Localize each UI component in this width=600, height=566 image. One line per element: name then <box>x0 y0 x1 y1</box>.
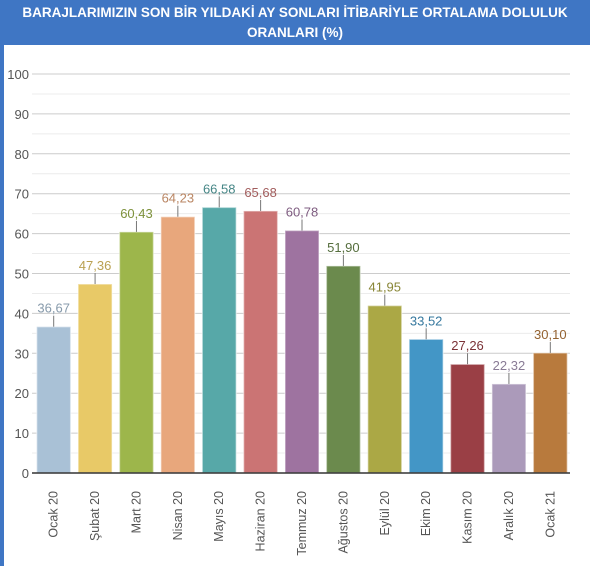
left-border <box>0 45 4 566</box>
x-tick-label: Ocak 20 <box>47 491 61 538</box>
x-tick-label: Aralık 20 <box>502 491 516 540</box>
x-tick-label: Nisan 20 <box>171 491 185 540</box>
y-tick-label: 70 <box>15 187 29 202</box>
value-label: 22,32 <box>493 358 526 373</box>
y-tick-label: 0 <box>22 466 29 481</box>
bar <box>242 210 279 474</box>
bar <box>532 352 569 474</box>
value-label: 64,23 <box>162 191 195 206</box>
value-label: 30,10 <box>534 327 567 342</box>
bar <box>284 229 320 474</box>
x-tick-label: Temmuz 20 <box>295 491 309 556</box>
bar <box>408 338 444 474</box>
y-tick-label: 100 <box>7 67 29 82</box>
value-label: 60,43 <box>120 206 153 221</box>
bar <box>35 325 72 474</box>
y-tick-label: 30 <box>15 346 29 361</box>
y-tick-label: 50 <box>15 267 29 282</box>
y-tick-label: 80 <box>15 147 29 162</box>
bar <box>449 363 486 474</box>
value-label: 41,95 <box>368 280 401 295</box>
x-tick-label: Kasım 20 <box>461 491 475 544</box>
value-label: 47,36 <box>79 258 112 273</box>
y-tick-label: 60 <box>15 227 29 242</box>
x-tick-label: Mayıs 20 <box>212 491 226 542</box>
bar <box>325 265 362 474</box>
value-label: 51,90 <box>327 240 360 255</box>
value-label: 65,68 <box>244 185 277 200</box>
x-tick-label: Ekim 20 <box>419 491 433 536</box>
bar <box>491 383 527 474</box>
value-label: 66,58 <box>203 181 236 196</box>
bar <box>201 206 237 474</box>
value-label: 27,26 <box>451 338 484 353</box>
chart-title: BARAJLARIMIZIN SON BİR YILDAKİ AY SONLAR… <box>0 0 590 45</box>
x-tick-label: Mart 20 <box>129 491 143 533</box>
x-tick-label: Ocak 21 <box>543 491 557 538</box>
y-tick-label: 20 <box>15 386 29 401</box>
x-tick-label: Haziran 20 <box>254 491 268 551</box>
value-label: 33,52 <box>410 313 443 328</box>
value-label: 60,78 <box>286 204 319 219</box>
bar <box>118 231 155 474</box>
y-tick-label: 10 <box>15 426 29 441</box>
x-tick-label: Ağustos 20 <box>336 491 350 554</box>
bar <box>367 304 403 474</box>
x-tick-label: Şubat 20 <box>88 491 102 541</box>
y-tick-label: 40 <box>15 306 29 321</box>
bar <box>77 283 113 474</box>
y-tick-label: 90 <box>15 107 29 122</box>
bar <box>160 215 196 474</box>
value-label: 36,67 <box>37 301 70 316</box>
x-tick-label: Eylül 20 <box>378 491 392 536</box>
